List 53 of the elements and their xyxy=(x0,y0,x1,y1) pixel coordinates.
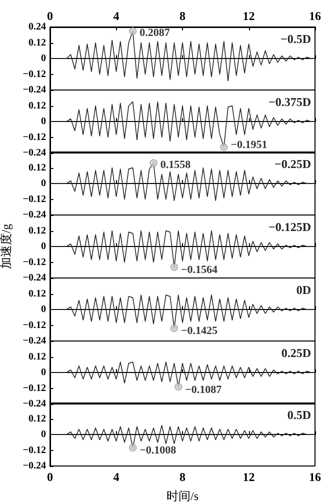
annotation: −0.1951 xyxy=(230,138,268,151)
series-label: 0D xyxy=(296,282,312,297)
y-tick-label: 0.12 xyxy=(28,225,46,236)
y-tick-label: −0.12 xyxy=(22,320,46,331)
y-tick-label: −0.24 xyxy=(22,147,46,158)
annotation: −0.1425 xyxy=(181,325,218,337)
series-label: −0.125D xyxy=(268,220,312,234)
x2-tick-label: 12 xyxy=(242,9,255,23)
y-tick-label: −0.24 xyxy=(22,272,46,284)
y-tick-label: 0.12 xyxy=(28,413,46,424)
y-tick-label: 0.12 xyxy=(28,162,46,174)
y-tick-label: 0.24 xyxy=(28,22,46,32)
y-tick-label: −0.12 xyxy=(22,194,46,206)
series-label: 0.5D xyxy=(287,408,312,422)
y-tick-label: 0 xyxy=(41,366,46,378)
series-label: −0.375D xyxy=(268,94,312,109)
y-tick-label: −0.12 xyxy=(22,256,46,268)
y-tick-label: 0.12 xyxy=(28,288,46,300)
y-tick-label: −0.24 xyxy=(22,460,46,472)
y-tick-label: −0.12 xyxy=(22,131,46,142)
series-label: −0.5D xyxy=(280,32,312,46)
annotation: −0.1087 xyxy=(185,383,222,396)
x-axis-title: 时间/s xyxy=(166,489,199,504)
annotation: −0.1008 xyxy=(140,444,177,457)
y-tick-label: −0.24 xyxy=(22,84,46,96)
y-tick-label: 0.12 xyxy=(28,350,46,362)
y-tick-label: 0 xyxy=(41,429,46,440)
series-label: −0.25D xyxy=(274,157,312,172)
x-tick-label: 8 xyxy=(180,470,186,484)
x-tick-label: 12 xyxy=(242,470,255,484)
x-tick-label: 4 xyxy=(113,470,120,484)
y-tick-label: 0 xyxy=(41,178,46,190)
y-tick-label: 0 xyxy=(41,116,46,127)
y-tick-label: −0.12 xyxy=(22,444,46,456)
y-tick-label: −0.24 xyxy=(22,398,46,409)
y-tick-label: 0 xyxy=(41,304,46,315)
x2-tick-label: 16 xyxy=(309,9,321,23)
annotation: −0.1564 xyxy=(181,264,218,276)
y-tick-label: 0.12 xyxy=(28,100,46,111)
y-axis-title: 加速度/g xyxy=(0,224,13,270)
x2-tick-label: 4 xyxy=(113,9,120,23)
y-tick-label: −0.12 xyxy=(22,382,46,394)
y-tick-label: −0.12 xyxy=(22,68,46,80)
annotation: 0.2087 xyxy=(140,27,170,40)
x-tick-label: 16 xyxy=(309,470,321,484)
annotation: 0.1558 xyxy=(160,159,192,172)
y-tick-label: 0 xyxy=(41,241,46,252)
y-tick-label: −0.24 xyxy=(22,210,46,221)
x2-tick-label: 8 xyxy=(180,9,186,23)
series-label: 0.25D xyxy=(281,346,312,360)
y-tick-label: −0.24 xyxy=(22,335,46,346)
y-tick-label: 0.12 xyxy=(28,37,46,48)
y-tick-label: 0 xyxy=(41,53,46,64)
